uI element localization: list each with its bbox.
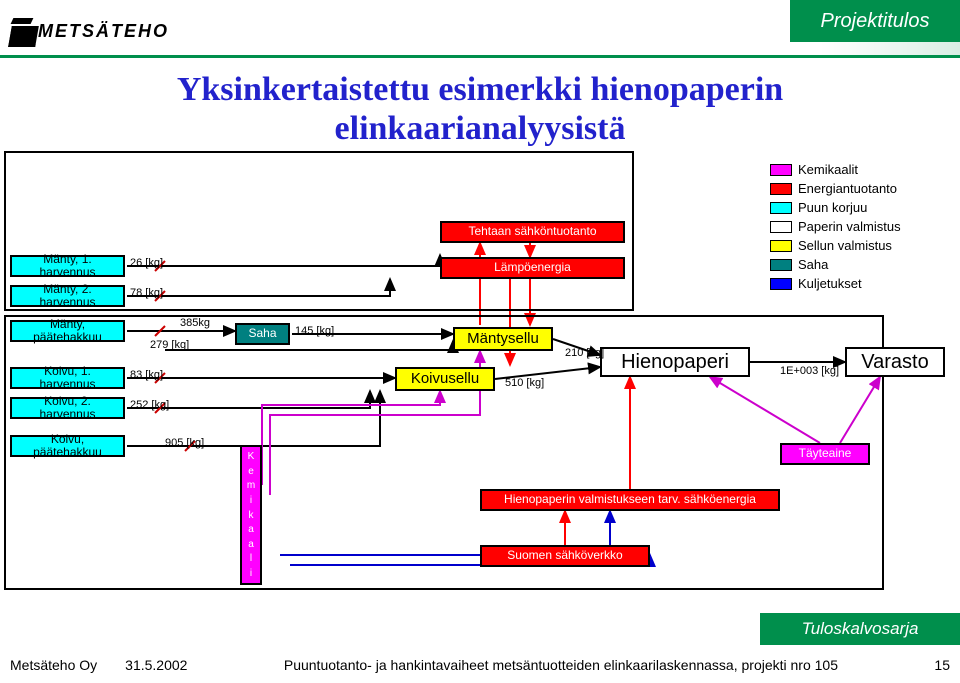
node-lampo: Lämpöenergia — [440, 257, 625, 279]
flow-label: 145 [kg] — [295, 325, 334, 337]
flow-label: 510 [kg] — [505, 377, 544, 389]
footer-project: Puuntuotanto- ja hankintavaiheet metsänt… — [284, 657, 838, 673]
page-title: Yksinkertaistettu esimerkki hienopaperin… — [0, 70, 960, 148]
node-suomen: Suomen sähköverkko — [480, 545, 650, 567]
node-kemikaali: Kemikaali — [240, 445, 262, 585]
corner-tab-top-text: Projektitulos — [821, 10, 930, 33]
system-boundary — [4, 315, 884, 590]
flow-label: 78 [kg] — [130, 287, 163, 299]
node-koivu3: Koivu, päätehakkuu — [10, 435, 125, 457]
node-tayte: Täyteaine — [780, 443, 870, 465]
node-hienopaperi: Hienopaperi — [600, 347, 750, 377]
node-tehtaan: Tehtaan sähköntuotanto — [440, 221, 625, 243]
flow-label: 1E+003 [kg] — [780, 365, 839, 377]
brand-mark-icon — [10, 18, 36, 44]
brand-logo: METSÄTEHO — [10, 18, 169, 44]
node-manty3: Mänty, päätehakkuu — [10, 320, 125, 342]
footer-company: Metsäteho Oy — [10, 657, 97, 673]
node-saha: Saha — [235, 323, 290, 345]
title-line-1: Yksinkertaistettu esimerkki hienopaperin — [177, 71, 783, 108]
flow-label: 83 [kg] — [130, 369, 163, 381]
corner-tab-bottom: Tuloskalvosarja — [760, 613, 960, 645]
node-varasto: Varasto — [845, 347, 945, 377]
node-manty2: Mänty, 2. harvennus — [10, 285, 125, 307]
flow-label: 252 [kg] — [130, 399, 169, 411]
node-manty1: Mänty, 1. harvennus — [10, 255, 125, 277]
node-koivu1: Koivu, 1. harvennus — [10, 367, 125, 389]
node-koivu2: Koivu, 2. harvennus — [10, 397, 125, 419]
footer: Metsäteho Oy 31.5.2002 Puuntuotanto- ja … — [10, 657, 950, 673]
brand-text: METSÄTEHO — [38, 21, 169, 42]
footer-date: 31.5.2002 — [125, 657, 187, 673]
flow-label: 210 [kg] — [565, 347, 604, 359]
flow-label: 26 [kg] — [130, 257, 163, 269]
node-mantysellu: Mäntysellu — [453, 327, 553, 351]
diagram: Mänty, 1. harvennus Mänty, 2. harvennus Mä… — [10, 155, 950, 620]
corner-tab-bottom-text: Tuloskalvosarja — [802, 619, 919, 639]
header-divider — [0, 55, 960, 58]
corner-tab-top: Projektitulos — [790, 0, 960, 42]
flow-label: 279 [kg] — [150, 339, 189, 351]
flow-label: 905 [kg] — [165, 437, 204, 449]
node-koivusellu: Koivusellu — [395, 367, 495, 391]
flow-label: 385kg — [180, 317, 210, 329]
footer-page: 15 — [934, 657, 950, 673]
node-hienotarv: Hienopaperin valmistukseen tarv. sähköen… — [480, 489, 780, 511]
title-line-2: elinkaarianalyysistä — [335, 110, 626, 147]
